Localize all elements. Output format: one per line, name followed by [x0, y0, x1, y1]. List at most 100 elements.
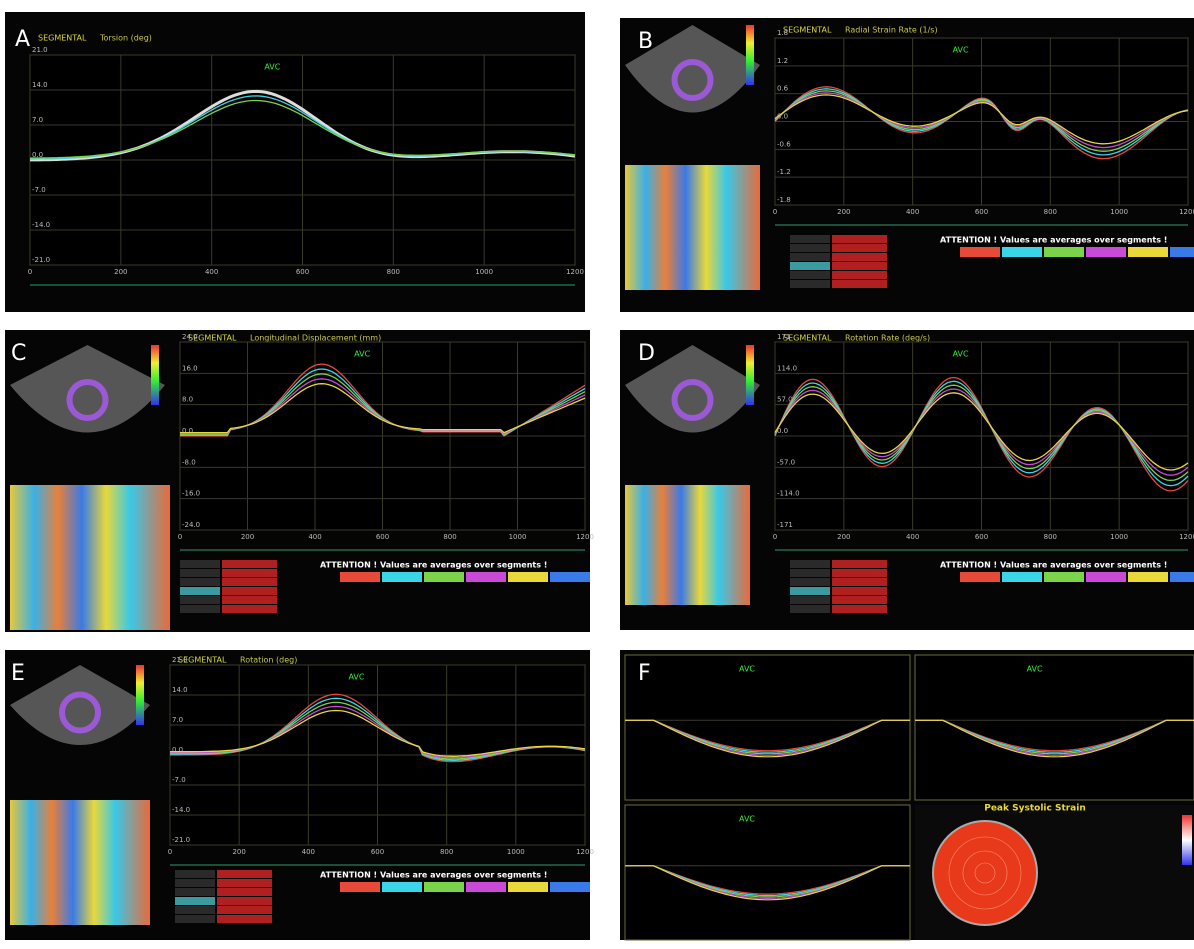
- y-tick-label: 16.0: [182, 364, 198, 372]
- y-tick-label: -14.0: [172, 806, 190, 814]
- plot-title: Rotation (deg): [240, 656, 297, 665]
- color-scale: [136, 665, 144, 725]
- y-tick-label: -171: [777, 521, 793, 529]
- x-tick-label: 800: [1044, 533, 1057, 541]
- y-tick-label: 0.6: [777, 85, 789, 93]
- average-cell: [382, 572, 422, 582]
- segment-cell: [175, 906, 215, 914]
- segment-value-cell: [217, 870, 272, 878]
- attention-note: ATTENTION ! Values are averages over seg…: [320, 871, 547, 880]
- segment-value-cell: [217, 915, 272, 923]
- average-cell: [550, 882, 590, 892]
- segment-value-cell: [217, 906, 272, 914]
- y-tick-label: -21.0: [172, 836, 190, 844]
- event-marker: AVC: [264, 63, 280, 72]
- x-tick-label: 600: [376, 533, 389, 541]
- segment-value-cell: [832, 244, 887, 252]
- average-cell: [424, 882, 464, 892]
- x-tick-label: 400: [302, 848, 315, 856]
- event-marker: AVC: [739, 665, 755, 674]
- bullseye-title: Peak Systolic Strain: [984, 804, 1086, 814]
- x-tick-label: 800: [1044, 208, 1057, 216]
- parametric-map: [10, 485, 170, 630]
- x-tick-label: 600: [975, 208, 988, 216]
- segment-value-cell: [222, 587, 277, 595]
- segment-cell: [790, 280, 830, 288]
- x-tick-label: 800: [387, 268, 400, 276]
- y-tick-label: 24.0: [182, 333, 198, 341]
- segment-value-cell: [832, 569, 887, 577]
- y-tick-label: 1.8: [777, 29, 788, 37]
- y-tick-label: -114.0: [777, 490, 800, 498]
- x-tick-label: 1000: [507, 848, 525, 856]
- average-cell: [508, 572, 548, 582]
- segment-cell: [180, 596, 220, 604]
- x-tick-label: 800: [440, 848, 453, 856]
- bullseye: [933, 821, 1037, 925]
- segment-cell: [180, 569, 220, 577]
- segment-cell: [790, 235, 830, 243]
- x-tick-label: 400: [308, 533, 321, 541]
- average-cell: [1128, 247, 1168, 257]
- color-scale: [1182, 815, 1192, 865]
- x-tick-label: 800: [443, 533, 456, 541]
- segment-value-cell: [832, 560, 887, 568]
- segment-cell: [175, 888, 215, 896]
- segment-value-cell: [832, 253, 887, 261]
- event-marker: AVC: [1027, 665, 1043, 674]
- average-cell: [1086, 572, 1126, 582]
- segment-value-cell: [217, 879, 272, 887]
- x-tick-label: 200: [837, 208, 850, 216]
- x-tick-label: 200: [837, 533, 850, 541]
- segment-cell: [175, 870, 215, 878]
- segment-value-cell: [832, 596, 887, 604]
- parametric-map: [10, 800, 150, 925]
- segment-cell: [790, 271, 830, 279]
- y-tick-label: 21.0: [172, 656, 188, 664]
- panel-letter: D: [638, 341, 655, 366]
- parametric-map: [625, 485, 750, 605]
- y-tick-label: -1.8: [777, 196, 791, 204]
- panel-letter: E: [11, 661, 25, 686]
- segment-cell: [175, 915, 215, 923]
- average-cell: [960, 247, 1000, 257]
- average-cell: [1044, 572, 1084, 582]
- segment-cell: [790, 587, 830, 595]
- y-tick-label: -57.0: [777, 458, 795, 466]
- plot-title: Rotation Rate (deg/s): [845, 334, 930, 343]
- plot-title: Torsion (deg): [99, 34, 152, 43]
- event-marker: AVC: [739, 815, 755, 824]
- y-tick-label: 21.0: [32, 46, 48, 54]
- average-cell: [550, 572, 590, 582]
- x-tick-label: 0: [773, 208, 777, 216]
- x-tick-label: 600: [975, 533, 988, 541]
- x-tick-label: 1000: [1110, 208, 1128, 216]
- event-marker: AVC: [354, 350, 370, 359]
- x-tick-label: 1200: [1179, 208, 1194, 216]
- y-tick-label: 14.0: [32, 81, 48, 89]
- x-tick-label: 0: [178, 533, 182, 541]
- segment-cell: [790, 605, 830, 613]
- y-tick-label: -7.0: [172, 776, 186, 784]
- y-tick-label: -24.0: [182, 521, 200, 529]
- color-scale: [151, 345, 159, 405]
- segment-value-cell: [217, 897, 272, 905]
- average-cell: [508, 882, 548, 892]
- attention-note: ATTENTION ! Values are averages over seg…: [320, 561, 547, 570]
- average-cell: [1044, 247, 1084, 257]
- panel-letter: A: [15, 27, 30, 52]
- segment-value-cell: [832, 587, 887, 595]
- segment-cell: [180, 587, 220, 595]
- segment-value-cell: [832, 280, 887, 288]
- plot-title: Radial Strain Rate (1/s): [845, 26, 938, 35]
- average-cell: [1086, 247, 1126, 257]
- segment-value-cell: [217, 888, 272, 896]
- average-cell: [1002, 247, 1042, 257]
- average-cell: [340, 572, 380, 582]
- x-tick-label: 1000: [475, 268, 493, 276]
- panel-letter: B: [638, 29, 653, 54]
- y-tick-label: 114.0: [777, 364, 797, 372]
- segment-cell: [180, 605, 220, 613]
- x-tick-label: 1200: [576, 533, 594, 541]
- segment-value-cell: [222, 605, 277, 613]
